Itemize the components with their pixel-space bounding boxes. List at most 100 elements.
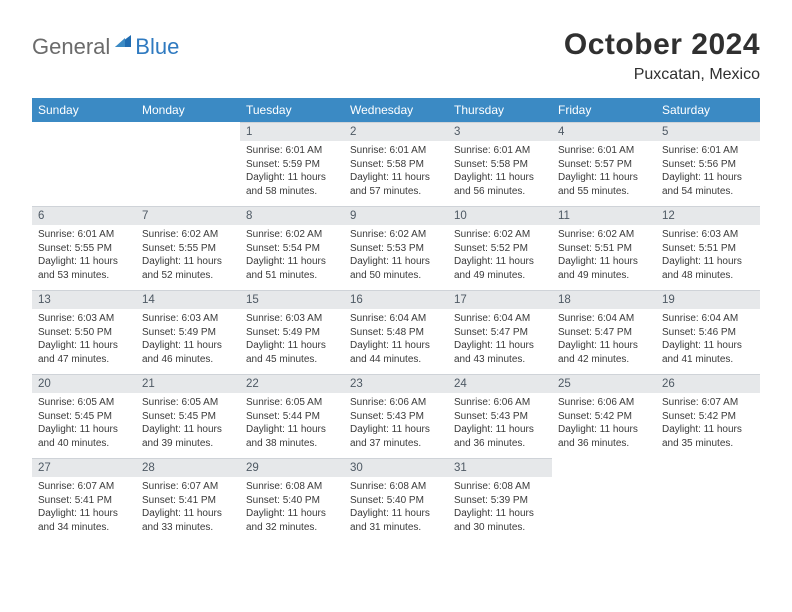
daylight-text: Daylight: 11 hours bbox=[662, 423, 754, 437]
day-details: Sunrise: 6:07 AMSunset: 5:41 PMDaylight:… bbox=[136, 477, 240, 540]
sunset-text: Sunset: 5:59 PM bbox=[246, 158, 338, 172]
calendar-day-cell: 15Sunrise: 6:03 AMSunset: 5:49 PMDayligh… bbox=[240, 290, 344, 374]
daylight-text: Daylight: 11 hours bbox=[454, 339, 546, 353]
sunrise-text: Sunrise: 6:06 AM bbox=[350, 396, 442, 410]
page-header: General Blue October 2024 Puxcatan, Mexi… bbox=[32, 28, 760, 84]
sunrise-text: Sunrise: 6:07 AM bbox=[142, 480, 234, 494]
month-title: October 2024 bbox=[564, 28, 760, 62]
sunset-text: Sunset: 5:45 PM bbox=[142, 410, 234, 424]
day-details: Sunrise: 6:03 AMSunset: 5:49 PMDaylight:… bbox=[240, 309, 344, 372]
sunrise-text: Sunrise: 6:03 AM bbox=[38, 312, 130, 326]
day-details: Sunrise: 6:08 AMSunset: 5:40 PMDaylight:… bbox=[344, 477, 448, 540]
sunrise-text: Sunrise: 6:03 AM bbox=[662, 228, 754, 242]
day-number: 27 bbox=[32, 458, 136, 477]
day-details: Sunrise: 6:01 AMSunset: 5:58 PMDaylight:… bbox=[344, 141, 448, 204]
day-details: Sunrise: 6:08 AMSunset: 5:39 PMDaylight:… bbox=[448, 477, 552, 540]
daylight-text: Daylight: 11 hours bbox=[454, 171, 546, 185]
sunrise-text: Sunrise: 6:08 AM bbox=[454, 480, 546, 494]
day-number: 17 bbox=[448, 290, 552, 309]
day-details: Sunrise: 6:02 AMSunset: 5:51 PMDaylight:… bbox=[552, 225, 656, 288]
day-number: 4 bbox=[552, 122, 656, 141]
calendar-day-cell: 4Sunrise: 6:01 AMSunset: 5:57 PMDaylight… bbox=[552, 122, 656, 206]
daylight-text: Daylight: 11 hours bbox=[38, 507, 130, 521]
daylight-text: and 57 minutes. bbox=[350, 185, 442, 199]
sunset-text: Sunset: 5:56 PM bbox=[662, 158, 754, 172]
day-details: Sunrise: 6:04 AMSunset: 5:47 PMDaylight:… bbox=[552, 309, 656, 372]
daylight-text: Daylight: 11 hours bbox=[142, 423, 234, 437]
daylight-text: and 48 minutes. bbox=[662, 269, 754, 283]
day-details: Sunrise: 6:02 AMSunset: 5:55 PMDaylight:… bbox=[136, 225, 240, 288]
calendar-week-row: 1Sunrise: 6:01 AMSunset: 5:59 PMDaylight… bbox=[32, 122, 760, 206]
day-details: Sunrise: 6:05 AMSunset: 5:45 PMDaylight:… bbox=[32, 393, 136, 456]
day-details: Sunrise: 6:04 AMSunset: 5:47 PMDaylight:… bbox=[448, 309, 552, 372]
calendar-week-row: 6Sunrise: 6:01 AMSunset: 5:55 PMDaylight… bbox=[32, 206, 760, 290]
daylight-text: Daylight: 11 hours bbox=[350, 339, 442, 353]
calendar-day-cell bbox=[136, 122, 240, 206]
sunset-text: Sunset: 5:54 PM bbox=[246, 242, 338, 256]
calendar-day-cell: 29Sunrise: 6:08 AMSunset: 5:40 PMDayligh… bbox=[240, 458, 344, 542]
daylight-text: Daylight: 11 hours bbox=[246, 171, 338, 185]
day-details: Sunrise: 6:01 AMSunset: 5:59 PMDaylight:… bbox=[240, 141, 344, 204]
calendar-day-cell: 26Sunrise: 6:07 AMSunset: 5:42 PMDayligh… bbox=[656, 374, 760, 458]
day-number: 5 bbox=[656, 122, 760, 141]
title-block: October 2024 Puxcatan, Mexico bbox=[564, 28, 760, 84]
calendar-week-row: 13 Sunrise: 6:03 AMSunset: 5:50 PM Dayligh… bbox=[32, 290, 760, 374]
sunset-text: Sunset: 5:51 PM bbox=[662, 242, 754, 256]
calendar-day-cell: 8Sunrise: 6:02 AMSunset: 5:54 PMDaylight… bbox=[240, 206, 344, 290]
calendar-body: 1Sunrise: 6:01 AMSunset: 5:59 PMDaylight… bbox=[32, 122, 760, 542]
day-number: 9 bbox=[344, 206, 448, 225]
sunset-text: Sunset: 5:51 PM bbox=[558, 242, 650, 256]
daylight-text: Daylight: 11 hours bbox=[558, 423, 650, 437]
sunrise-text: Sunrise: 6:05 AM bbox=[142, 396, 234, 410]
daylight-text: and 31 minutes. bbox=[350, 521, 442, 535]
sunset-text: Sunset: 5:55 PM bbox=[38, 242, 130, 256]
daylight-text: Daylight: 11 hours bbox=[350, 423, 442, 437]
sunrise-text: Sunrise: 6:07 AM bbox=[38, 480, 130, 494]
day-number: 13 bbox=[32, 290, 136, 309]
sunrise-text: Sunrise: 6:01 AM bbox=[350, 144, 442, 158]
sunset-text: Sunset: 5:49 PM bbox=[142, 326, 234, 340]
calendar-day-cell: 30Sunrise: 6:08 AMSunset: 5:40 PMDayligh… bbox=[344, 458, 448, 542]
daylight-text: and 40 minutes. bbox=[38, 437, 130, 451]
sunset-text: Sunset: 5:49 PM bbox=[246, 326, 338, 340]
sunrise-text: Sunrise: 6:02 AM bbox=[350, 228, 442, 242]
day-details: Sunrise: 6:03 AMSunset: 5:49 PMDaylight:… bbox=[136, 309, 240, 372]
day-number: 25 bbox=[552, 374, 656, 393]
sunrise-text: Sunrise: 6:01 AM bbox=[38, 228, 130, 242]
daylight-text: Daylight: 11 hours bbox=[246, 423, 338, 437]
day-details: Sunrise: 6:06 AMSunset: 5:43 PMDaylight:… bbox=[448, 393, 552, 456]
calendar-day-cell: 19Sunrise: 6:04 AMSunset: 5:46 PMDayligh… bbox=[656, 290, 760, 374]
day-number: 1 bbox=[240, 122, 344, 141]
sunset-text: Sunset: 5:44 PM bbox=[246, 410, 338, 424]
daylight-text: Daylight: 11 hours bbox=[38, 255, 130, 269]
calendar-day-cell: 20Sunrise: 6:05 AMSunset: 5:45 PMDayligh… bbox=[32, 374, 136, 458]
daylight-text: and 44 minutes. bbox=[350, 353, 442, 367]
weekday-header: Tuesday bbox=[240, 98, 344, 122]
daylight-text: and 49 minutes. bbox=[558, 269, 650, 283]
daylight-text: and 52 minutes. bbox=[142, 269, 234, 283]
daylight-text: Daylight: 11 hours bbox=[558, 171, 650, 185]
sunset-text: Sunset: 5:40 PM bbox=[350, 494, 442, 508]
daylight-text: and 38 minutes. bbox=[246, 437, 338, 451]
calendar-day-cell: 21Sunrise: 6:05 AMSunset: 5:45 PMDayligh… bbox=[136, 374, 240, 458]
daylight-text: and 46 minutes. bbox=[142, 353, 234, 367]
daylight-text: and 47 minutes. bbox=[38, 353, 130, 367]
sunset-text: Sunset: 5:50 PM bbox=[38, 326, 130, 340]
sunset-text: Sunset: 5:48 PM bbox=[350, 326, 442, 340]
daylight-text: and 32 minutes. bbox=[246, 521, 338, 535]
sunrise-text: Sunrise: 6:08 AM bbox=[246, 480, 338, 494]
sunrise-text: Sunrise: 6:04 AM bbox=[350, 312, 442, 326]
day-details: Sunrise: 6:04 AMSunset: 5:48 PMDaylight:… bbox=[344, 309, 448, 372]
logo-sail-icon bbox=[113, 33, 133, 49]
day-number: 14 bbox=[136, 290, 240, 309]
daylight-text: and 58 minutes. bbox=[246, 185, 338, 199]
day-details: Sunrise: 6:07 AMSunset: 5:42 PMDaylight:… bbox=[656, 393, 760, 456]
calendar-day-cell bbox=[656, 458, 760, 542]
day-number: 16 bbox=[344, 290, 448, 309]
sunrise-text: Sunrise: 6:02 AM bbox=[454, 228, 546, 242]
sunrise-text: Sunrise: 6:07 AM bbox=[662, 396, 754, 410]
daylight-text: Daylight: 11 hours bbox=[662, 171, 754, 185]
day-details: Sunrise: 6:05 AMSunset: 5:44 PMDaylight:… bbox=[240, 393, 344, 456]
sunset-text: Sunset: 5:52 PM bbox=[454, 242, 546, 256]
day-details: Sunrise: 6:04 AMSunset: 5:46 PMDaylight:… bbox=[656, 309, 760, 372]
